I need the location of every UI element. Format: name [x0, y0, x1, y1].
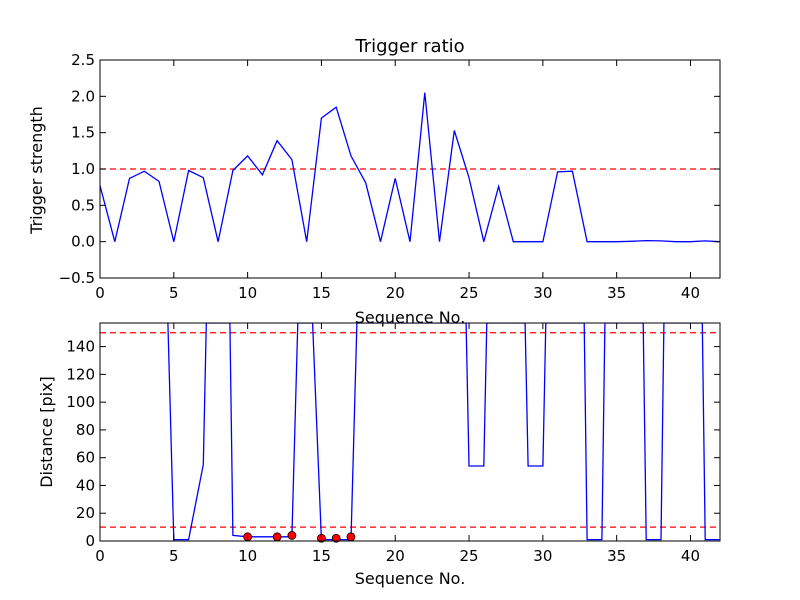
top-plot-ytick-label: 1.0	[71, 160, 95, 178]
bottom-plot-xticks: 0 5 10 15 20 25 30 35 40	[95, 323, 700, 565]
bottom-plot-xtick-label: 15	[312, 547, 331, 565]
bottom-plot-frame	[99, 322, 721, 542]
bottom-plot-reference-lines	[100, 332, 720, 528]
top-plot-xtick-label: 10	[238, 284, 257, 302]
bottom-plot-xtick-label: 30	[533, 547, 552, 565]
bottom-plot: Distance [pix] Sequence No. 0 5 10 15 20 25 30…	[37, 322, 721, 588]
top-plot-xtick-label: 5	[169, 284, 179, 302]
top-plot-series	[100, 92, 720, 243]
bottom-plot-ytick-label: 20	[76, 504, 95, 522]
top-plot-ytick-label: 0.0	[71, 233, 95, 251]
bottom-plot-xtick-label: 25	[460, 547, 479, 565]
top-plot-xticks: 0 5 10 15 20 25 30 35 40	[95, 60, 700, 302]
bottom-plot-xtick-label: 40	[681, 547, 700, 565]
bottom-plot-marker-point	[287, 531, 297, 540]
bottom-plot-xtick-label: 0	[95, 547, 105, 565]
top-plot-ylabel: Trigger strength	[27, 106, 46, 235]
bottom-plot-yticks: 0 20 40 60 80 100 120 140	[66, 338, 720, 550]
bottom-plot-xlabel: Sequence No.	[355, 569, 466, 588]
top-plot-xtick-label: 0	[95, 284, 105, 302]
bottom-plot-ytick-label: 60	[76, 449, 95, 467]
top-plot-ytick-label: 1.5	[71, 124, 95, 142]
top-plot-xtick-label: 15	[312, 284, 331, 302]
bottom-plot-xtick-label: 35	[607, 547, 626, 565]
top-plot-ytick-label: 0.5	[71, 196, 95, 214]
bottom-plot-xtick-label: 5	[169, 547, 179, 565]
bottom-plot-series-line	[167, 323, 720, 541]
top-plot-frame	[99, 59, 721, 279]
top-plot-xtick-label: 25	[460, 284, 479, 302]
top-plot-xtick-label: 30	[533, 284, 552, 302]
top-plot-ytick-label: 2.5	[71, 51, 95, 69]
bottom-plot-marker-point	[346, 532, 356, 542]
bottom-plot-marker-point	[331, 533, 341, 543]
top-plot-yticks: −0.5 0.0 0.5 1.0 1.5 2.0 2.5	[59, 51, 720, 287]
top-plot: Trigger ratio Trigger strength Sequence …	[27, 36, 721, 327]
top-plot-ytick-label: −0.5	[59, 269, 95, 287]
top-plot-ytick-label: 2.0	[71, 87, 95, 105]
bottom-plot-ylabel: Distance [pix]	[37, 376, 56, 488]
top-plot-title: Trigger ratio	[354, 36, 464, 57]
top-plot-xtick-label: 40	[681, 284, 700, 302]
top-plot-series-line	[100, 92, 720, 243]
bottom-plot-series	[167, 323, 720, 543]
top-plot-xtick-label: 20	[386, 284, 405, 302]
bottom-plot-marker-point	[272, 532, 282, 542]
bottom-plot-xtick-label: 20	[386, 547, 405, 565]
bottom-plot-ytick-label: 80	[76, 421, 95, 439]
top-plot-xlabel: Sequence No.	[355, 308, 466, 327]
bottom-plot-ytick-label: 40	[76, 476, 95, 494]
bottom-plot-ytick-label: 140	[66, 338, 95, 356]
top-plot-xtick-label: 35	[607, 284, 626, 302]
bottom-plot-xtick-label: 10	[238, 547, 257, 565]
bottom-plot-ytick-label: 100	[66, 393, 95, 411]
bottom-plot-ytick-label: 0	[85, 532, 95, 550]
bottom-plot-ytick-label: 120	[66, 365, 95, 383]
